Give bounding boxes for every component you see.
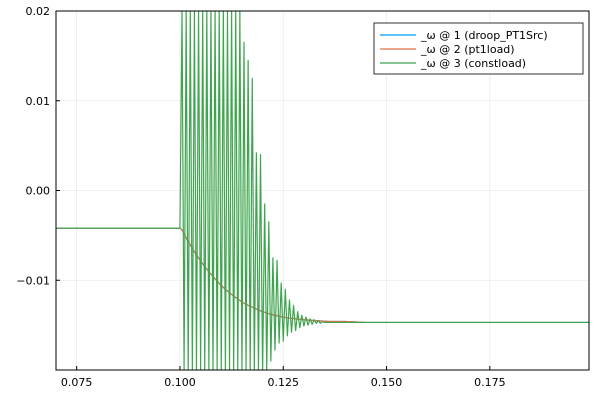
legend-label: _ω @ 2 (pt1load) (420, 43, 515, 56)
y-tick-label: −0.01 (16, 274, 50, 287)
x-tick-label: 0.100 (164, 376, 196, 389)
legend-label: _ω @ 3 (constload) (420, 57, 526, 70)
y-tick-label: 0.02 (26, 5, 51, 18)
legend: _ω @ 1 (droop_PT1Src) _ω @ 2 (pt1load) _… (373, 22, 584, 75)
axis-ticks: 0.075 0.100 0.125 0.150 0.175 −0.01 0.00 0.01 0.… (16, 5, 505, 389)
y-tick-label: 0.00 (26, 185, 51, 198)
x-tick-label: 0.125 (267, 376, 299, 389)
x-tick-label: 0.075 (61, 376, 93, 389)
series-line-3 (56, 11, 589, 370)
x-tick-label: 0.150 (371, 376, 403, 389)
series-line-1 (56, 227, 589, 324)
y-tick-label: 0.01 (26, 95, 51, 108)
legend-label: _ω @ 1 (droop_PT1Src) (420, 29, 548, 42)
plot-series (56, 11, 589, 370)
series-line-2 (56, 227, 589, 324)
x-tick-label: 0.175 (474, 376, 506, 389)
